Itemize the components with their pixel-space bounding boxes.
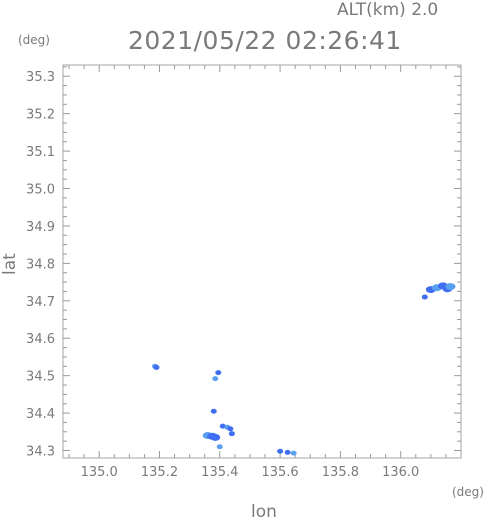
y-tick-label: 35.0 [26,183,55,198]
plot-frame [62,64,462,459]
echo-point [216,444,223,450]
echo-point [290,450,297,456]
y-tick-label: 34.9 [26,220,55,235]
x-axis-unit: (deg) [452,485,484,499]
echo-point [219,423,226,429]
y-tick-label: 34.3 [26,445,55,460]
axis-ticks [63,65,461,458]
echo-point [277,448,284,454]
echo-point [228,431,235,437]
x-tick-label: 135.8 [322,465,359,480]
y-tick-label: 35.1 [26,145,55,160]
altitude-label: ALT(km) 2.0 [337,0,439,20]
x-axis-title: lon [251,502,277,522]
x-tick-label: 135.4 [201,465,238,480]
echo-point [212,376,219,382]
x-tick-label: 135.2 [141,465,178,480]
y-tick-label: 34.8 [26,257,55,272]
y-axis-unit: (deg) [18,33,50,47]
x-tick-label: 135.0 [81,465,118,480]
echo-point [284,449,291,455]
y-tick-label: 34.5 [26,370,55,385]
x-tick-label: 135.6 [261,465,298,480]
echo-point [210,433,221,441]
y-tick-label: 34.7 [26,295,55,310]
echo-point [227,426,234,432]
x-tick-label: 136.0 [382,465,419,480]
echo-point [153,364,160,370]
echo-points [151,282,456,456]
echo-point [445,283,456,291]
echo-point [421,294,428,300]
echo-point [210,408,217,414]
y-tick-label: 34.4 [26,407,55,422]
y-tick-label: 35.3 [26,70,55,85]
echo-point [215,370,222,376]
y-tick-label: 35.2 [26,108,55,123]
y-tick-label: 34.6 [26,332,55,347]
timestamp-title: 2021/05/22 02:26:41 [128,26,402,55]
tick-labels: 135.0 135.2 135.4 135.6 135.8 136.0 34.3 34.4 34… [26,70,419,480]
